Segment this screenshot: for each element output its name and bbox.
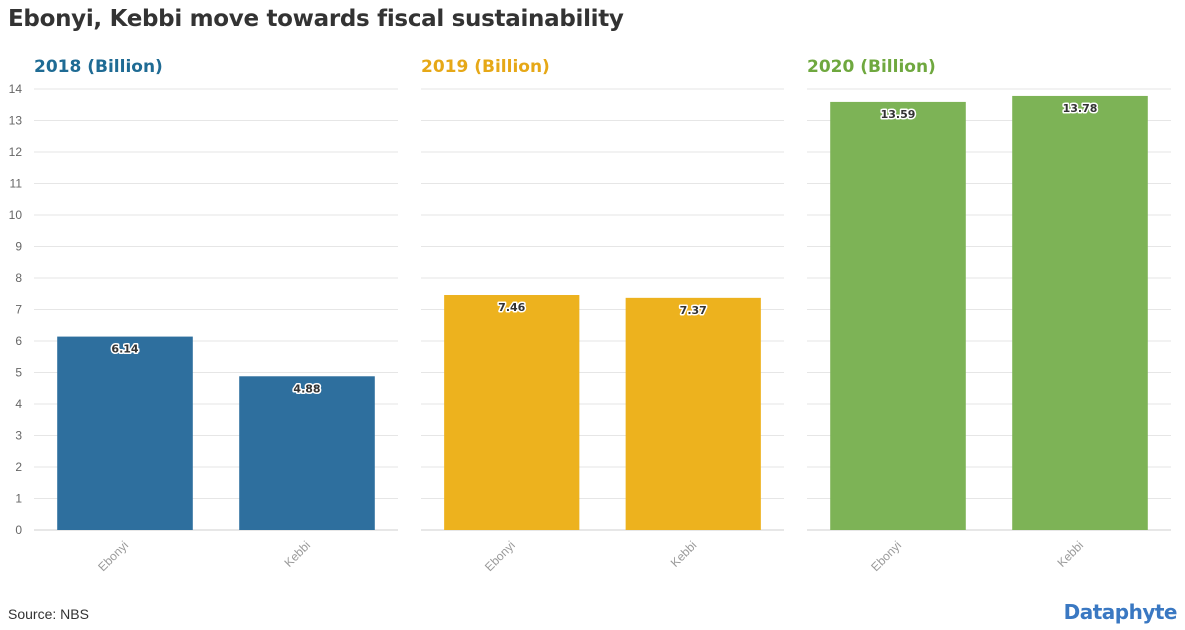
value-label: 7.37 [680, 304, 707, 317]
y-tick-label: 0 [15, 523, 22, 537]
bar-kebbi [1012, 95, 1148, 531]
x-tick-label: Kebbi [282, 538, 314, 570]
bar-ebonyi [444, 295, 580, 530]
value-label: 6.14 [111, 343, 138, 356]
y-tick-label: 7 [15, 303, 22, 317]
value-label: 13.78 [1063, 102, 1098, 115]
value-label: 7.46 [498, 301, 525, 314]
y-tick-label: 8 [15, 271, 22, 285]
y-tick-label: 2 [15, 460, 22, 474]
y-tick-label: 14 [9, 82, 23, 96]
y-tick-label: 12 [9, 145, 23, 159]
value-label: 4.88 [293, 382, 320, 395]
y-tick-label: 6 [15, 334, 22, 348]
panel-title: 2020 (Billion) [807, 57, 936, 77]
y-tick-label: 10 [9, 208, 23, 222]
x-tick-label: Kebbi [1055, 538, 1087, 570]
x-tick-label: Ebonyi [868, 538, 904, 574]
value-label: 13.59 [881, 108, 916, 121]
chart-title: Ebonyi, Kebbi move towards fiscal sustai… [8, 6, 624, 32]
y-tick-label: 13 [9, 114, 23, 128]
y-tick-label: 11 [10, 177, 23, 191]
bar-ebonyi [57, 336, 193, 530]
y-tick-label: 4 [15, 397, 22, 411]
panel-title: 2018 (Billion) [34, 57, 163, 77]
y-tick-label: 3 [15, 429, 22, 443]
bar-ebonyi [830, 101, 966, 530]
y-tick-label: 1 [15, 492, 22, 506]
bar-kebbi [625, 297, 761, 530]
x-tick-label: Ebonyi [95, 538, 131, 574]
source-note: Source: NBS [8, 606, 89, 622]
x-tick-label: Kebbi [668, 538, 700, 570]
brand-logo[interactable]: Dataphyte [1063, 600, 1178, 624]
y-tick-label: 5 [15, 366, 22, 380]
bar-kebbi [239, 376, 375, 530]
x-tick-label: Ebonyi [482, 538, 518, 574]
panel-title: 2019 (Billion) [421, 57, 550, 77]
y-tick-label: 9 [15, 240, 22, 254]
